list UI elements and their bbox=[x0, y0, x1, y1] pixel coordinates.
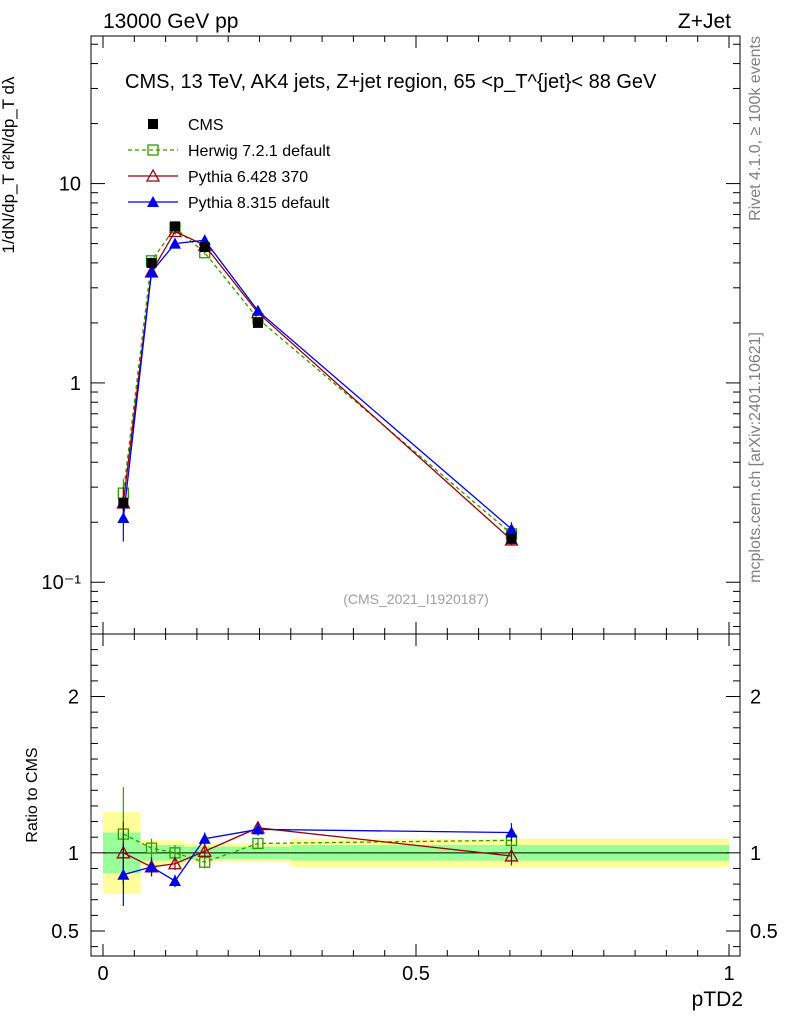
legend-marker bbox=[145, 168, 161, 182]
data-point bbox=[118, 497, 129, 508]
data-point bbox=[506, 533, 517, 544]
legend-label: CMS bbox=[188, 117, 224, 134]
ratio-line bbox=[123, 827, 512, 868]
data-point bbox=[252, 317, 263, 328]
x-tick-label: 0.5 bbox=[402, 963, 430, 985]
ratio-point bbox=[197, 843, 212, 857]
ratio-y-tick-label: 0.5 bbox=[51, 921, 79, 943]
ratio-point bbox=[168, 874, 181, 886]
energy-label: 13000 GeV pp bbox=[103, 10, 238, 33]
ratio-point bbox=[198, 832, 211, 844]
ratio-line bbox=[123, 828, 512, 882]
y-tick-label: 1 bbox=[70, 373, 81, 395]
ratio-point bbox=[504, 848, 519, 862]
ratio-series-3 bbox=[117, 823, 518, 906]
y-tick-label: 10⁻¹ bbox=[42, 572, 82, 594]
ratio-point bbox=[145, 860, 158, 872]
x-axis-label: pTD2 bbox=[692, 988, 743, 1011]
series-0 bbox=[118, 221, 517, 545]
ratio-y-tick-label-right: 0.5 bbox=[750, 921, 778, 943]
ratio-point bbox=[252, 837, 264, 850]
ratio-y-tick-label: 2 bbox=[68, 687, 79, 709]
data-point bbox=[145, 266, 158, 278]
ratio-point bbox=[505, 826, 518, 838]
ratio-y-tick-label: 1 bbox=[68, 843, 79, 865]
ratio-marks bbox=[116, 787, 519, 906]
series-line bbox=[122, 230, 512, 541]
legend-entry: Pythia 6.428 370 bbox=[128, 168, 308, 186]
x-tick-label: 1 bbox=[723, 963, 734, 985]
y-axis-label: 1/dN/dp_T d²N/dp_T dλ bbox=[0, 76, 18, 254]
legend-marker bbox=[148, 119, 158, 129]
legend-entry: CMS bbox=[148, 117, 224, 134]
ratio-point bbox=[145, 842, 158, 854]
data-point bbox=[505, 522, 518, 534]
rivet-version-label: Rivet 4.1.0, ≥ 100k events bbox=[747, 36, 764, 221]
y-label-text: 1/dN/dp_T d²N/dp_T dλ bbox=[0, 76, 18, 254]
ratio-y-tick-label-right: 1 bbox=[750, 843, 761, 865]
data-point bbox=[169, 221, 180, 232]
ratio-bands bbox=[103, 812, 729, 894]
legend-entry: Pythia 8.315 default bbox=[128, 195, 330, 212]
ratio-point bbox=[117, 868, 130, 880]
ratio-y-label: Ratio to CMS bbox=[24, 747, 41, 842]
data-point bbox=[146, 257, 157, 268]
ratio-y-tick-label-right: 2 bbox=[750, 687, 761, 709]
ratio-point bbox=[167, 856, 183, 870]
series-3 bbox=[117, 234, 518, 542]
legend-label: Pythia 8.315 default bbox=[188, 195, 330, 212]
axes: 0 0.5 1 10⁻¹ 1 10 0.5 0.5 1 1 2 2 bbox=[42, 36, 778, 985]
ratio-point bbox=[251, 823, 264, 835]
chart-title: CMS, 13 TeV, AK4 jets, Z+jet region, 65 … bbox=[125, 71, 657, 93]
source-label: mcplots.cern.ch [arXiv:2401.10621] bbox=[747, 332, 764, 583]
y-tick-label: 10 bbox=[59, 174, 81, 196]
data-point bbox=[199, 242, 210, 253]
data-point bbox=[251, 304, 264, 316]
series-line bbox=[122, 239, 512, 530]
data-point bbox=[168, 237, 181, 249]
process-label: Z+Jet bbox=[678, 10, 731, 33]
analysis-id-label: (CMS_2021_I1920187) bbox=[343, 591, 489, 607]
legend-marker bbox=[147, 196, 159, 207]
legend: CMS Herwig 7.2.1 default Pythia 6.428 370 P… bbox=[128, 117, 331, 212]
legend-label: Pythia 6.428 370 bbox=[188, 169, 308, 186]
x-tick-label: 0 bbox=[97, 963, 108, 985]
ratio-panel-frame bbox=[90, 633, 741, 957]
series-2 bbox=[116, 224, 519, 546]
legend-marker bbox=[147, 144, 159, 156]
legend-label: Herwig 7.2.1 default bbox=[188, 143, 331, 160]
data-point bbox=[117, 512, 130, 524]
legend-entry: Herwig 7.2.1 default bbox=[128, 143, 331, 160]
data-marks bbox=[116, 221, 519, 546]
